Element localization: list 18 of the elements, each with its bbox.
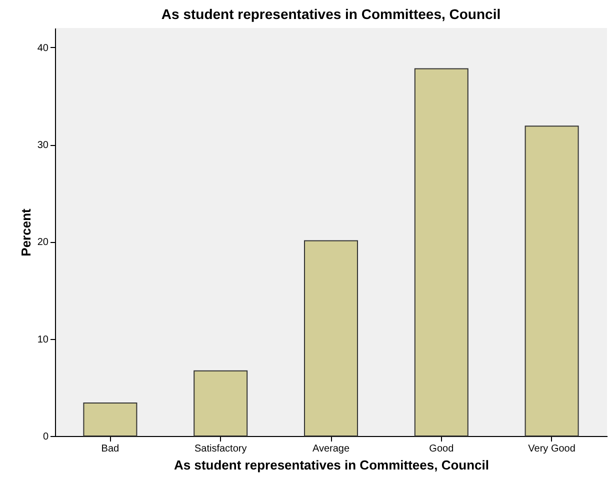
y-tick-label: 20 [37,237,49,248]
bar [304,240,358,436]
y-tick-label: 0 [42,432,49,442]
chart-title: As student representatives in Committees, Council [161,6,501,22]
y-tick-label: 30 [37,140,49,152]
x-tick-label: Good [429,444,454,454]
y-axis-title: Percent [18,208,34,256]
y-tick-label: 40 [37,42,49,54]
bar [194,370,248,436]
bar [83,402,138,436]
bar [524,126,579,436]
y-tick-label: 10 [37,334,49,346]
x-tick-label: Bad [101,444,120,454]
x-tick-label: Very Good [528,444,576,454]
x-tick-label: Average [312,444,350,454]
bar [414,68,468,436]
x-tick-label: Satisfactory [194,444,247,454]
x-axis-title: As student representatives in Committees, Council [174,458,489,472]
